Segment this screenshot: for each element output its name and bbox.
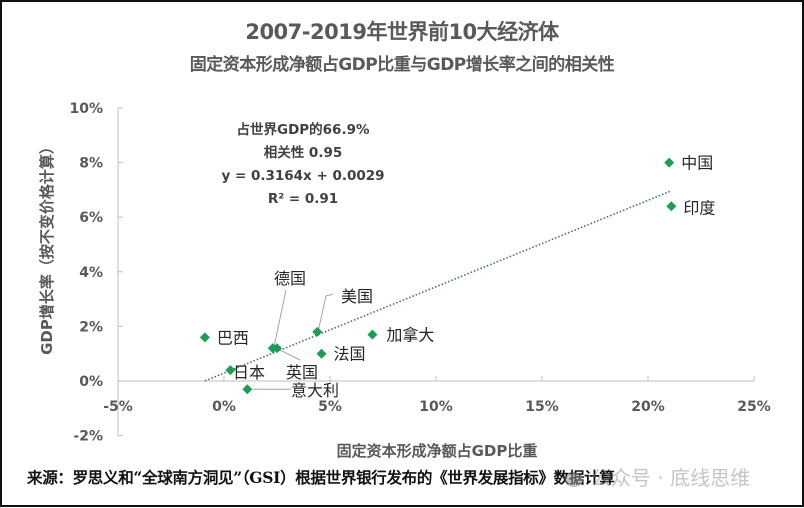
x-tick-label: 10% (419, 399, 453, 415)
y-tick-label: 2% (79, 319, 103, 335)
point-label: 日本 (233, 363, 265, 382)
x-tick-label: 0% (212, 399, 236, 415)
point-label: 英国 (286, 363, 318, 382)
y-tick-label: 10% (69, 101, 103, 117)
data-point (367, 329, 378, 340)
data-point (272, 343, 282, 354)
data-point (225, 365, 236, 376)
point-label: 德国 (274, 269, 306, 288)
point-label: 美国 (341, 287, 373, 306)
y-tick-label: 6% (79, 210, 103, 226)
x-tick-label: 25% (737, 399, 771, 415)
leader-line (317, 293, 334, 333)
chart-title: 2007-2019年世界前10大经济体 (245, 20, 559, 44)
watermark: 公众号 · 底线思维 (565, 462, 750, 491)
point-label: 法国 (334, 345, 366, 364)
y-tick-label: 4% (79, 265, 103, 281)
x-axis-label: 固定资本形成净额占GDP比重 (337, 442, 538, 460)
point-label: 加拿大 (386, 326, 434, 345)
x-tick-label: 15% (525, 399, 559, 415)
annotation-line: 占世界GDP的66.9% (236, 121, 369, 138)
data-point (312, 326, 323, 337)
data-point (316, 348, 327, 359)
data-point (242, 384, 253, 395)
annotation-line: R² = 0.91 (268, 191, 338, 207)
watermark-text: 公众号 · 底线思维 (591, 466, 751, 490)
x-tick-label: 5% (318, 399, 342, 415)
x-tick-label: 20% (631, 399, 665, 415)
y-axis-label: GDP增长率（按不变价格计算） (38, 139, 56, 355)
data-point (664, 157, 675, 168)
point-label: 印度 (683, 198, 715, 217)
data-point (199, 332, 210, 343)
x-tick-label: -5% (103, 399, 133, 415)
leader-line (273, 289, 287, 348)
y-tick-label: -2% (73, 429, 103, 445)
y-tick-label: 8% (79, 156, 103, 172)
source-note: 来源：罗思义和“全球南方洞见”（GSI）根据世界银行发布的《世界发展指标》数据计… (27, 468, 615, 487)
annotation-line: y = 0.3164x + 0.0029 (221, 168, 384, 184)
point-label: 巴西 (217, 328, 249, 347)
leader-line (277, 348, 301, 361)
annotation-line: 相关性 0.95 (264, 144, 343, 161)
y-tick-label: 0% (79, 374, 103, 390)
point-label: 中国 (681, 154, 713, 173)
point-label: 意大利 (291, 381, 339, 400)
wechat-icon (565, 472, 583, 487)
chart-subtitle: 固定资本形成净额占GDP比重与GDP增长率之间的相关性 (189, 55, 615, 75)
data-point (666, 201, 677, 212)
